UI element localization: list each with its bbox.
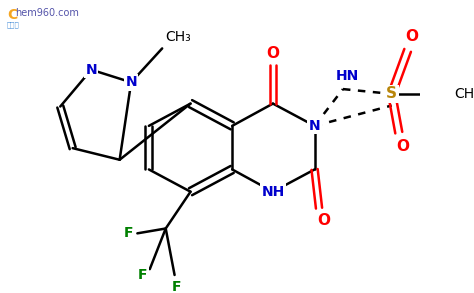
- Text: CH₃: CH₃: [454, 87, 474, 101]
- Text: N: N: [309, 119, 320, 133]
- Text: O: O: [266, 46, 280, 61]
- Text: F: F: [138, 268, 147, 282]
- Text: C: C: [7, 8, 18, 22]
- Text: F: F: [172, 280, 181, 293]
- Text: N: N: [85, 63, 97, 77]
- Text: O: O: [397, 139, 410, 154]
- Text: 化工网: 化工网: [7, 21, 20, 28]
- Text: HN: HN: [336, 69, 359, 83]
- Text: N: N: [125, 75, 137, 89]
- Text: O: O: [317, 213, 330, 228]
- Text: CH₃: CH₃: [165, 30, 191, 44]
- Text: S: S: [386, 86, 397, 101]
- Text: O: O: [406, 29, 419, 44]
- Text: F: F: [124, 226, 133, 240]
- Text: NH: NH: [261, 185, 284, 199]
- Text: hem960.com: hem960.com: [15, 8, 79, 18]
